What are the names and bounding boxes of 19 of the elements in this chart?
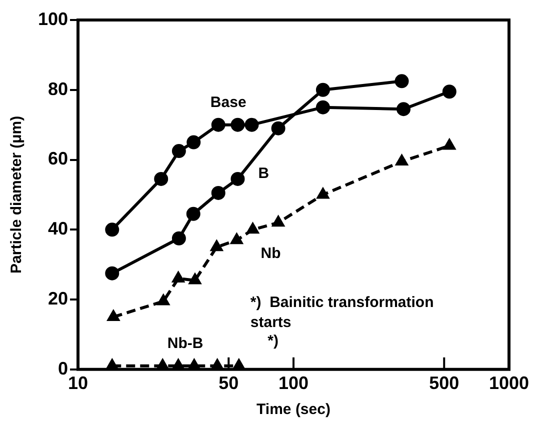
x-tick-label: 100 xyxy=(278,373,309,394)
y-tick-label: 20 xyxy=(48,288,68,308)
y-tick-label: 60 xyxy=(48,148,68,169)
x-axis-title: Time (sec) xyxy=(256,401,330,418)
x-tick-label: 10 xyxy=(68,373,88,394)
y-tick-label: 100 xyxy=(38,8,68,29)
annotation: *) Bainitic transformation starts xyxy=(250,294,434,332)
series-label: Nb xyxy=(260,244,281,262)
y-tick-label: 40 xyxy=(48,218,68,239)
series-label: Base xyxy=(210,94,246,111)
x-tick-label: 500 xyxy=(429,373,460,394)
series-label: B xyxy=(258,165,270,182)
annotation: *) xyxy=(268,332,278,350)
series-label: Nb-B xyxy=(167,335,204,352)
x-tick-label: 50 xyxy=(218,373,239,394)
y-tick-label: 0 xyxy=(58,358,68,378)
y-tick-label: 80 xyxy=(48,78,68,99)
x-tick-label: 1000 xyxy=(488,373,530,394)
y-axis-title: Particle diameter (μm) xyxy=(8,116,26,274)
